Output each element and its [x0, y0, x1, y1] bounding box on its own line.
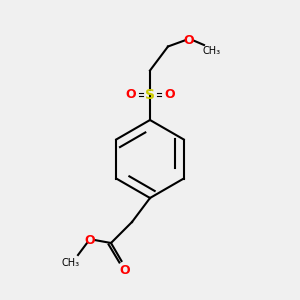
Text: O: O: [119, 263, 130, 277]
Text: O: O: [85, 233, 95, 247]
Text: O: O: [184, 34, 194, 47]
Text: O: O: [164, 88, 175, 101]
Text: CH₃: CH₃: [202, 46, 220, 56]
Text: O: O: [125, 88, 136, 101]
Text: CH₃: CH₃: [61, 257, 80, 268]
Text: S: S: [145, 88, 155, 101]
